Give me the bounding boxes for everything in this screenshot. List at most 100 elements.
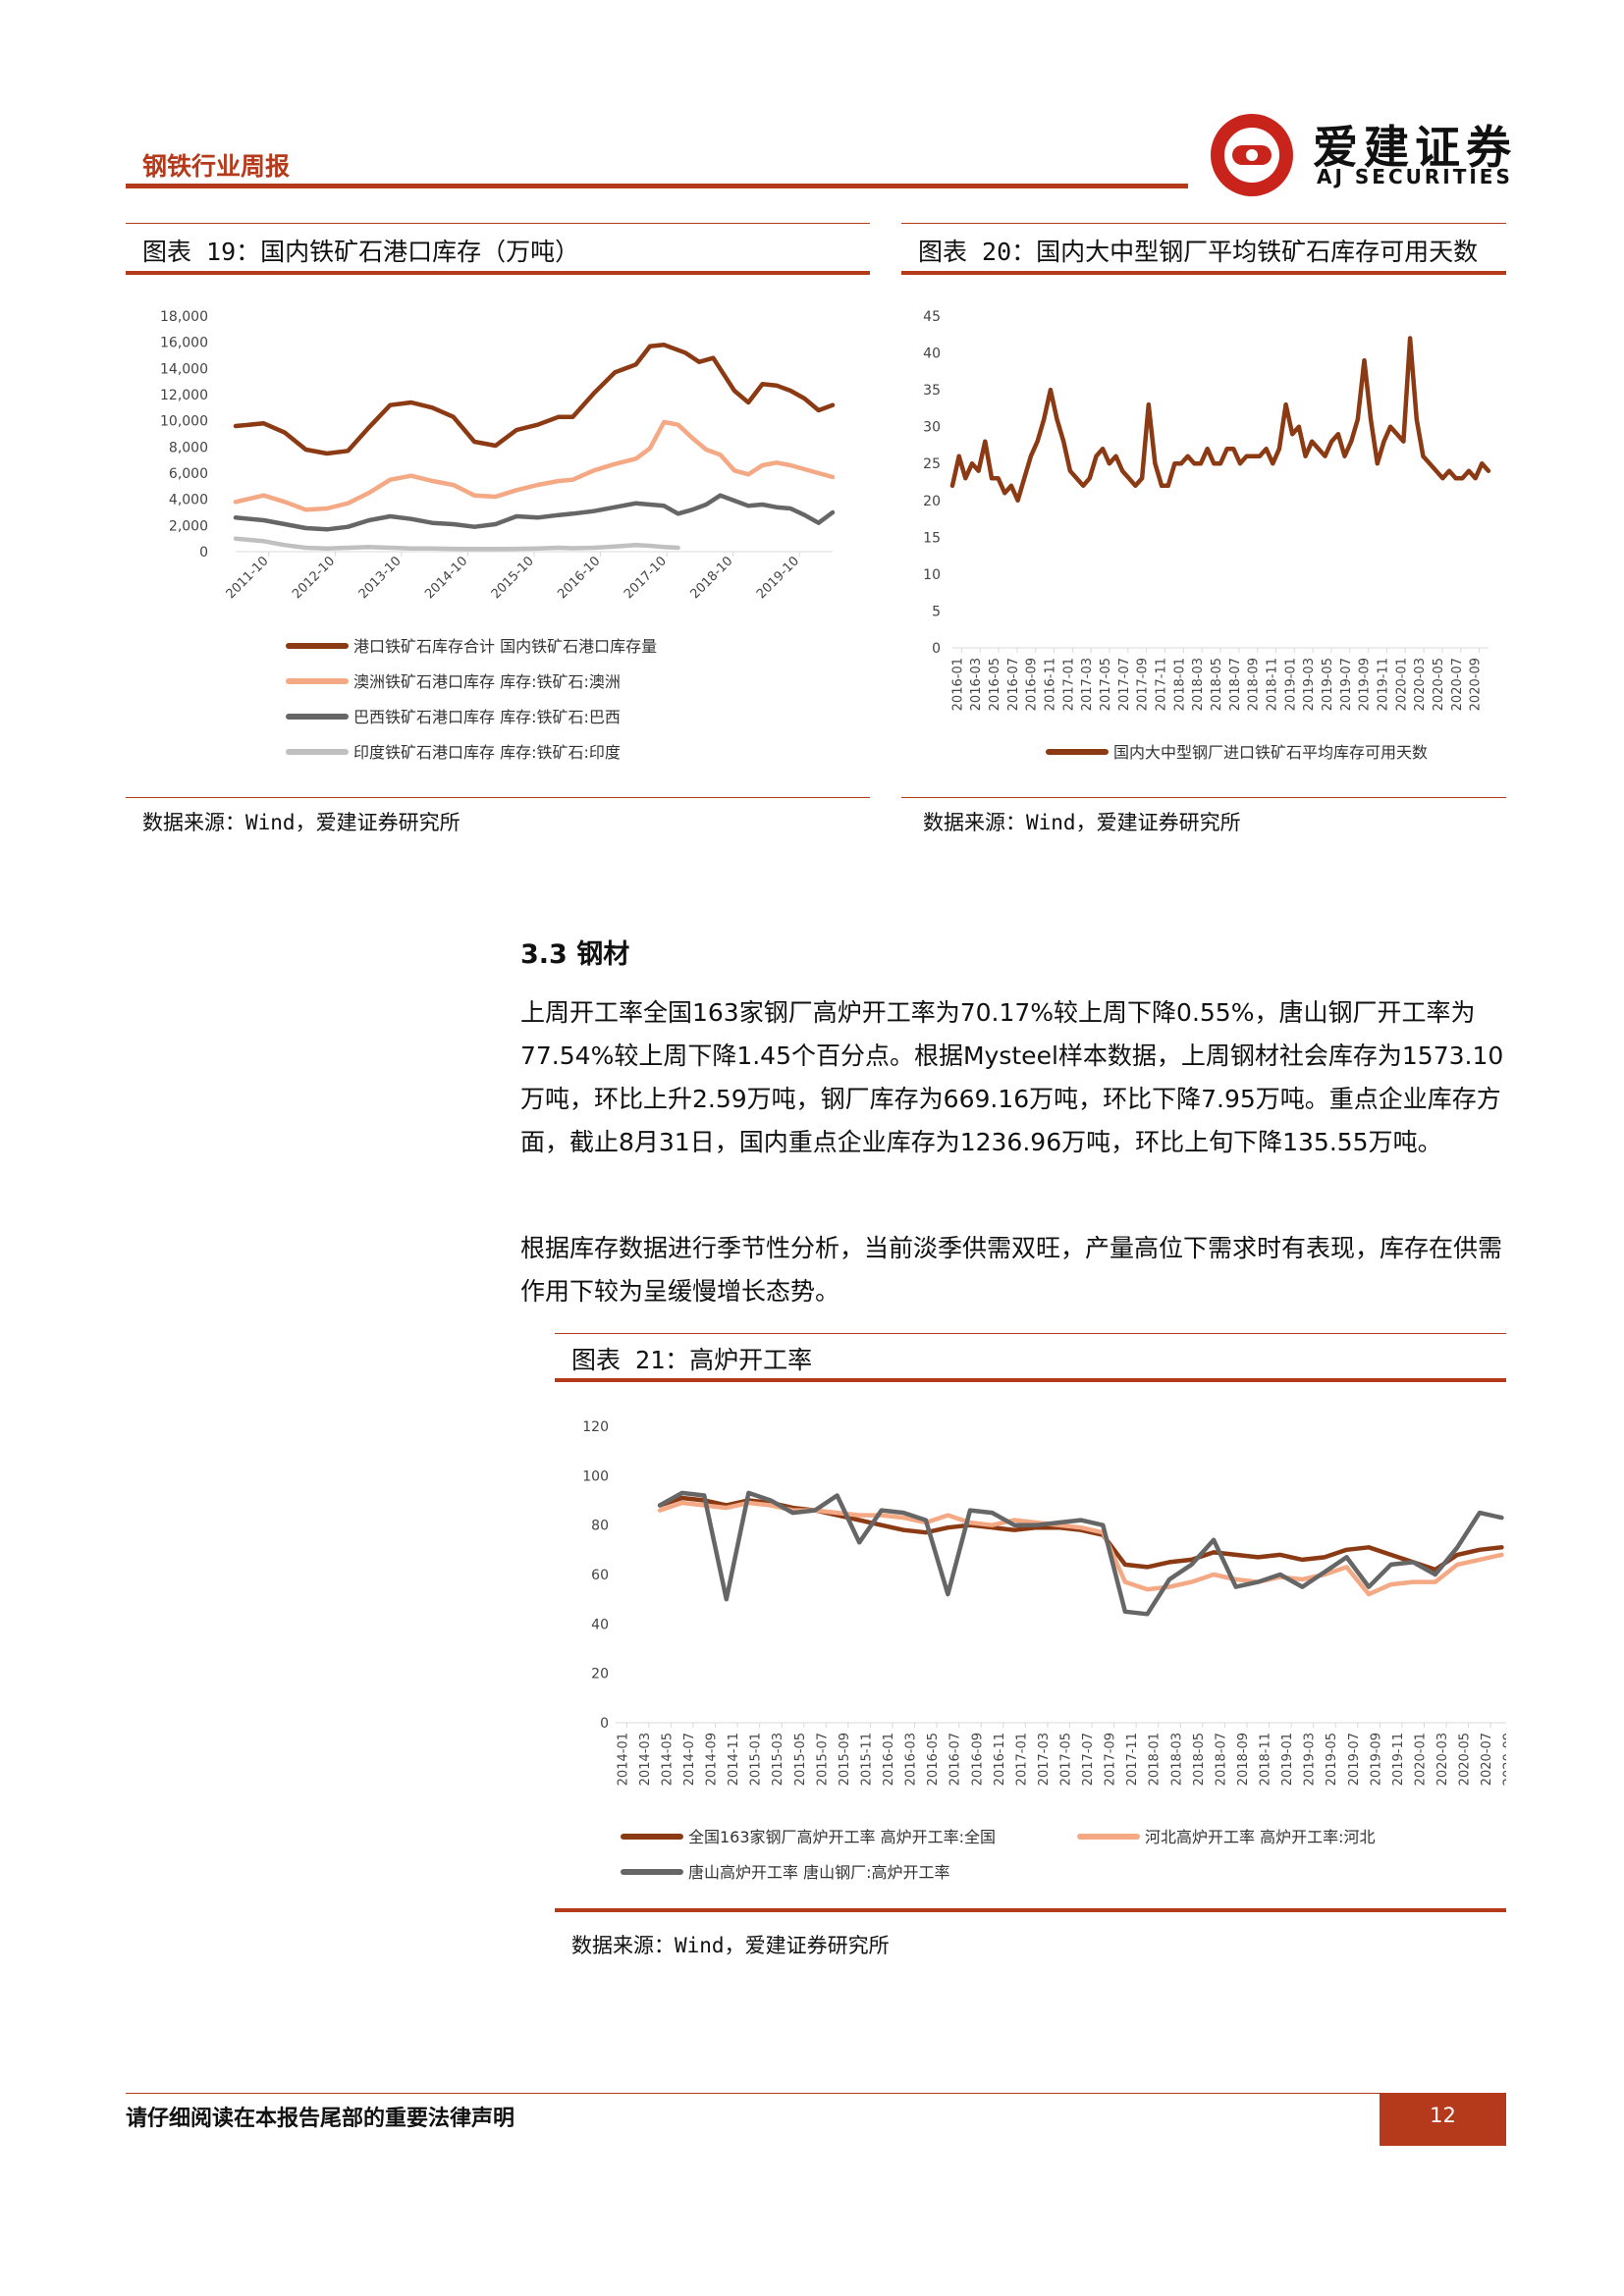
legend-label: 唐山高炉开工率 唐山钢厂:高炉开工率 (688, 1863, 949, 1882)
x-tick-label: 2015-07 (815, 1733, 830, 1786)
x-tick-label: 2017-01 (1061, 658, 1076, 711)
x-tick-label: 2018-11 (1259, 1733, 1273, 1786)
x-tick-label: 2018-07 (1228, 658, 1243, 711)
x-tick-label: 2016-01 (950, 658, 965, 711)
y-tick-label: 8,000 (169, 440, 208, 455)
fig21-bottom-rule (555, 1908, 1506, 1912)
x-tick-label: 2020-05 (1458, 1733, 1473, 1786)
legend-label: 河北高炉开工率 高炉开工率:河北 (1145, 1828, 1375, 1846)
x-tick-label: 2019-01 (1280, 1733, 1295, 1786)
x-tick-label: 2018-01 (1148, 1733, 1163, 1786)
logo-english-name: AJ SECURITIES (1317, 165, 1513, 188)
series-line (233, 343, 836, 456)
y-tick-label: 60 (591, 1568, 609, 1583)
x-tick-label: 2015-11 (859, 1733, 874, 1786)
x-tick-label: 2018-07 (1214, 1733, 1228, 1786)
series-line (233, 536, 680, 552)
x-tick-label: 2017-09 (1136, 658, 1151, 711)
x-tick-label: 2017-07 (1117, 658, 1132, 711)
y-tick-label: 4,000 (169, 493, 208, 508)
x-tick-label: 2016-05 (926, 1733, 941, 1786)
x-tick-label: 2019-09 (1369, 1733, 1383, 1786)
y-tick-label: 10 (923, 567, 941, 583)
fig21-top-rule (555, 1333, 1506, 1334)
y-tick-label: 2,000 (169, 518, 208, 534)
series-line (233, 419, 836, 512)
x-tick-label: 2014-03 (638, 1733, 653, 1786)
x-tick-label: 2018-05 (1192, 1733, 1207, 1786)
footer-disclaimer: 请仔细阅读在本报告尾部的重要法律声明 (126, 2107, 515, 2131)
y-tick-label: 5 (932, 604, 941, 619)
x-tick-label: 2014-05 (660, 1733, 675, 1786)
section-paragraph-1: 上周开工率全国163家钢厂高炉开工率为70.17%较上周下降0.55%，唐山钢厂… (520, 998, 1504, 1156)
fig21-title: 图表 21：高炉开工率 (571, 1346, 813, 1374)
y-tick-label: 18,000 (160, 309, 208, 325)
x-tick-label: 2016-09 (970, 1733, 985, 1786)
y-tick-label: 30 (923, 420, 941, 436)
logo-mark-icon (1211, 114, 1293, 196)
report-title: 钢铁行业周报 (142, 152, 291, 181)
y-tick-label: 0 (199, 545, 208, 561)
y-tick-label: 20 (923, 494, 941, 509)
x-tick-label: 2017-09 (1104, 1733, 1118, 1786)
x-tick-label: 2017-07 (1081, 1733, 1096, 1786)
x-tick-label: 2014-11 (727, 1733, 741, 1786)
x-tick-label: 2019-11 (1391, 1733, 1406, 1786)
x-tick-label: 2016-07 (948, 1733, 963, 1786)
x-tick-label: 2016-03 (969, 658, 984, 711)
legend-label: 印度铁矿石港口库存 库存:铁矿石:印度 (353, 743, 621, 762)
x-tick-label: 2018-03 (1169, 1733, 1184, 1786)
x-tick-label: 2019-09 (1358, 658, 1373, 711)
x-tick-label: 2019-05 (1321, 658, 1335, 711)
x-tick-label: 2017-03 (1037, 1733, 1052, 1786)
header-rule (126, 184, 1188, 188)
x-tick-label: 2020-07 (1450, 658, 1465, 711)
x-tick-label: 2015-05 (793, 1733, 808, 1786)
section-heading: 3.3 钢材 (520, 939, 630, 970)
y-tick-label: 100 (582, 1468, 609, 1484)
x-tick-label: 2020-09 (1502, 1733, 1506, 1786)
fig20-bottom-rule (901, 797, 1506, 798)
fig19-title: 图表 19：国内铁矿石港口库存（万吨） (142, 238, 580, 266)
y-tick-label: 20 (591, 1667, 609, 1682)
y-tick-label: 0 (932, 641, 941, 657)
x-tick-label: 2014-09 (705, 1733, 720, 1786)
series-line (657, 1490, 1504, 1617)
footer-rule (126, 2093, 1506, 2094)
x-tick-label: 2011-10 (224, 554, 272, 602)
x-tick-label: 2018-05 (1210, 658, 1224, 711)
logo-chinese-name: 爱建证券 (1313, 121, 1517, 174)
x-tick-label: 2016-03 (904, 1733, 919, 1786)
x-tick-label: 2018-10 (687, 554, 735, 602)
x-tick-label: 2018-03 (1191, 658, 1206, 711)
fig20-top-rule (901, 223, 1506, 224)
x-tick-label: 2019-03 (1303, 1733, 1318, 1786)
x-tick-label: 2016-01 (882, 1733, 896, 1786)
x-tick-label: 2016-05 (988, 658, 1002, 711)
fig19-chart: 0 2,000 4,000 6,000 8,000 10,000 12,000 14,000 1… (160, 309, 836, 762)
x-tick-label: 2018-09 (1247, 658, 1262, 711)
y-tick-label: 12,000 (160, 388, 208, 403)
x-tick-label: 2014-01 (616, 1733, 630, 1786)
fig21-source: 数据来源：Wind，爱建证券研究所 (571, 1934, 890, 1957)
x-tick-label: 2020-05 (1432, 658, 1446, 711)
fig21-title-rule (555, 1378, 1506, 1382)
fig20-title: 图表 20：国内大中型钢厂平均铁矿石库存可用天数 (918, 238, 1479, 266)
series-line (233, 493, 836, 532)
fig19-bottom-rule (126, 797, 870, 798)
x-tick-label: 2020-01 (1394, 658, 1409, 711)
x-tick-label: 2016-07 (1006, 658, 1021, 711)
x-tick-label: 2019-05 (1325, 1733, 1339, 1786)
legend-label: 澳洲铁矿石港口库存 库存:铁矿石:澳洲 (353, 672, 621, 691)
x-tick-label: 2017-11 (1125, 1733, 1140, 1786)
y-tick-label: 45 (923, 309, 941, 325)
series-line (949, 336, 1491, 504)
y-tick-label: 40 (923, 347, 941, 362)
x-tick-label: 2018-11 (1265, 658, 1279, 711)
y-tick-label: 40 (591, 1617, 609, 1632)
x-tick-label: 2013-10 (356, 554, 405, 602)
legend-label: 全国163家钢厂高炉开工率 高炉开工率:全国 (688, 1828, 996, 1846)
x-tick-label: 2020-03 (1413, 658, 1428, 711)
legend-label: 港口铁矿石库存合计 国内铁矿石港口库存量 (353, 637, 657, 656)
legend-label: 巴西铁矿石港口库存 库存:铁矿石:巴西 (353, 708, 621, 726)
